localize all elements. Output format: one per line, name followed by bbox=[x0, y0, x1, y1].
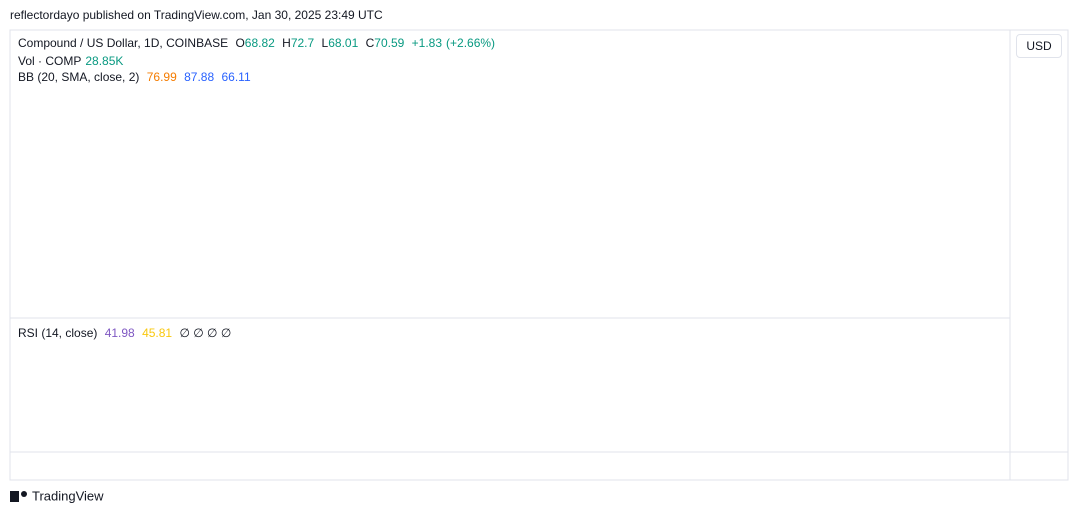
c-label: C bbox=[365, 36, 375, 50]
currency-button[interactable]: USD bbox=[1016, 34, 1062, 58]
logo-mark bbox=[10, 491, 19, 502]
logo-text: TradingView bbox=[32, 488, 104, 503]
frame bbox=[9, 29, 1069, 481]
legend-bb: BB (20, SMA, close, 2) 76.99 87.88 66.11 bbox=[18, 70, 255, 84]
rsi-name: RSI (14, close) bbox=[18, 326, 98, 340]
rsi-extra: ∅ ∅ ∅ ∅ bbox=[179, 326, 232, 340]
bb-lower: 66.11 bbox=[221, 70, 251, 84]
legend-volume: Vol · COMP 28.85K bbox=[18, 54, 127, 68]
change: +1.83 bbox=[411, 36, 443, 50]
symbol: Compound / US Dollar, 1D, COINBASE bbox=[18, 36, 229, 50]
high: 72.7 bbox=[290, 36, 315, 50]
low: 68.01 bbox=[328, 36, 359, 50]
legend-main: Compound / US Dollar, 1D, COINBASE O68.8… bbox=[18, 36, 499, 50]
logo: TradingView bbox=[10, 488, 104, 503]
bb-basis: 76.99 bbox=[146, 70, 177, 84]
volume-name: Vol · COMP bbox=[18, 54, 82, 68]
bb-upper: 87.88 bbox=[184, 70, 215, 84]
rsi-value: 41.98 bbox=[104, 326, 135, 340]
open: 68.82 bbox=[244, 36, 275, 50]
h-label: H bbox=[282, 36, 291, 50]
rsi-ma-value: 45.81 bbox=[142, 326, 173, 340]
change-pct: (+2.66%) bbox=[446, 36, 496, 50]
publisher: reflectordayo published on TradingView.c… bbox=[10, 8, 383, 22]
bb-name: BB (20, SMA, close, 2) bbox=[18, 70, 140, 84]
logo-mark bbox=[21, 491, 27, 497]
l-label: L bbox=[321, 36, 329, 50]
o-label: O bbox=[235, 36, 245, 50]
volume-value: 28.85K bbox=[85, 54, 124, 68]
close: 70.59 bbox=[374, 36, 405, 50]
legend-rsi: RSI (14, close) 41.98 45.81 ∅ ∅ ∅ ∅ bbox=[18, 326, 235, 340]
